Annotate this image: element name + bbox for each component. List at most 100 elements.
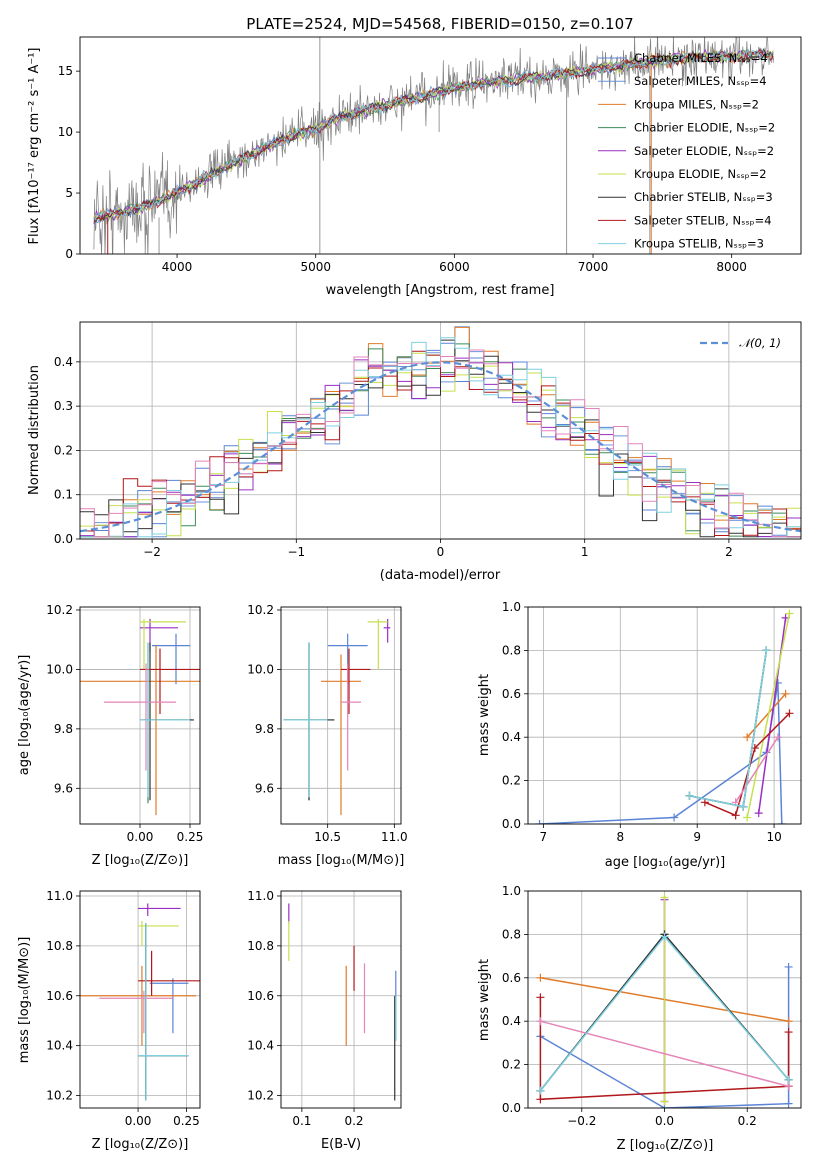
- y-tick-label: 0.4: [502, 730, 521, 744]
- model-line: [93, 48, 774, 221]
- mass-weight-line: [746, 693, 787, 738]
- mass-z-ylabel: mass [log₁₀(M/M⊙)]: [17, 937, 32, 1064]
- spectrum-title: PLATE=2524, MJD=54568, FIBERID=0150, z=0…: [246, 15, 633, 33]
- legend-label: Chabrier STELIB, Nₛₛₚ=3: [634, 190, 773, 204]
- y-tick-label: 0.6: [502, 687, 521, 701]
- y-tick-label: 10: [58, 125, 73, 139]
- mass-weight-line: [704, 712, 791, 817]
- mass-weight-marker: [773, 733, 782, 742]
- mass-weight-marker: [784, 1075, 793, 1084]
- y-tick-label: 11.0: [247, 889, 274, 903]
- mass-weight-marker: [784, 1028, 793, 1037]
- y-tick-label: 10.6: [247, 989, 274, 1003]
- mw-age-axes: 7 8 9 10 0.0 0.2 0.4 0.6 0.8 1.0: [502, 600, 802, 844]
- spectrum-axes: 4000 5000 6000 7000 8000 0 5 10 15 Chabrier MILES…: [58, 36, 802, 274]
- normal-curve: [80, 361, 801, 533]
- legend-label: Kroupa ELODIE, Nₛₛₚ=2: [634, 167, 767, 181]
- mass-weight-marker: [785, 709, 794, 718]
- y-tick-label: 0.8: [502, 643, 521, 657]
- x-tick-label: 8: [616, 830, 624, 844]
- age-mass-axes-marks: [283, 618, 391, 816]
- mass-weight-marker: [743, 813, 752, 822]
- y-tick-label: 9.6: [255, 781, 274, 795]
- y-tick-label: 0: [65, 247, 73, 261]
- y-tick-label: 10.0: [247, 662, 274, 676]
- mw-age-xlabel: age [log₁₀(age/yr)]: [605, 855, 726, 870]
- mass-weight-marker: [536, 1017, 545, 1026]
- age-z-axes-marks: [80, 618, 200, 816]
- age-z-axes: 0.00 0.25 9.6 9.8 10.0 10.2: [46, 603, 204, 844]
- y-tick-label: 5: [65, 186, 73, 200]
- y-tick-label: 0.8: [502, 927, 521, 941]
- x-tick-label: 0.25: [177, 830, 204, 844]
- age-z-ylabel: age [log₁₀(age/yr)]: [17, 655, 32, 776]
- x-tick-label: 10: [766, 830, 781, 844]
- hist-axes: −2 −1 0 1 2 0.0 0.1 0.2 0.3 0.4 𝒩(0, 1): [54, 321, 802, 559]
- x-tick-label: 6000: [439, 260, 470, 274]
- spectrum-legend: Chabrier MILES, Nₛₛₚ=4 Salpeter MILES, Nₛ…: [598, 51, 775, 251]
- mass-weight-marker: [743, 733, 752, 742]
- mass-weight-line: [746, 613, 791, 818]
- y-tick-label: 10.8: [247, 939, 274, 953]
- y-tick-label: 9.8: [255, 722, 274, 736]
- x-tick-label: 0.2: [738, 1114, 757, 1128]
- legend-label: Salpeter ELODIE, Nₛₛₚ=2: [634, 144, 774, 158]
- mw-z-xlabel: Z [log₁₀(Z/Z⊙)]: [617, 1138, 714, 1153]
- y-tick-label: 9.8: [54, 722, 73, 736]
- x-tick-label: −1: [287, 545, 305, 559]
- age-mass-axes: 10.5 11.0 9.6 9.8 10.0 10.2: [247, 603, 407, 844]
- x-tick-label: 0.0: [655, 1114, 674, 1128]
- mass-weight-marker: [660, 893, 669, 902]
- mw-age-ylabel: mass weight: [477, 674, 492, 756]
- y-tick-label: 0.4: [54, 355, 73, 369]
- age-mass-xlabel: mass [log₁₀(M/M⊙)]: [278, 853, 405, 868]
- x-tick-label: 1: [581, 545, 589, 559]
- mass-weight-line: [540, 1020, 789, 1088]
- mw-age-axes-marks: [535, 609, 794, 824]
- normal-legend-label: 𝒩(0, 1): [739, 336, 781, 350]
- axes-frame: [79, 890, 201, 1109]
- y-tick-label: 10.2: [46, 603, 73, 617]
- x-tick-label: −2: [143, 545, 161, 559]
- mass-weight-marker: [731, 811, 740, 820]
- y-tick-label: 0.1: [54, 488, 73, 502]
- mass-weight-marker: [785, 609, 794, 618]
- x-tick-label: 2: [725, 545, 733, 559]
- y-tick-label: 0.0: [54, 532, 73, 546]
- spectrum-ylabel: Flux [fλ10⁻¹⁷ erg cm⁻² s⁻¹ A⁻¹]: [27, 48, 42, 245]
- y-tick-label: 0.0: [502, 817, 521, 831]
- y-tick-label: 0.3: [54, 399, 73, 413]
- mass-weight-marker: [660, 1097, 669, 1106]
- x-tick-label: 0.00: [125, 1114, 152, 1128]
- mass-weight-marker: [536, 1095, 545, 1104]
- x-tick-label: 7: [540, 830, 548, 844]
- mass-weight-marker: [536, 973, 545, 982]
- y-tick-label: 11.0: [46, 889, 73, 903]
- x-tick-label: 11.0: [381, 830, 408, 844]
- y-tick-label: 0.2: [502, 1058, 521, 1072]
- spectrum-axes-marks: [93, 37, 774, 254]
- legend-label: Chabrier ELODIE, Nₛₛₚ=2: [634, 121, 775, 135]
- hist-axes-marks: [80, 326, 801, 538]
- x-tick-label: 0.2: [344, 1114, 363, 1128]
- mw-z-axes: −0.2 0.0 0.2 0.0 0.2 0.4 0.6 0.8 1.0: [502, 884, 802, 1128]
- y-tick-label: 0.4: [502, 1014, 521, 1028]
- model-line: [93, 48, 774, 222]
- mw-z-ylabel: mass weight: [477, 959, 492, 1041]
- y-tick-label: 10.8: [46, 939, 73, 953]
- mass-z-axes: 0.00 0.25 10.2 10.4 10.6 10.8 11.0: [46, 889, 201, 1128]
- y-tick-label: 10.2: [247, 1089, 274, 1103]
- legend-label: Chabrier MILES, Nₛₛₚ=4: [634, 51, 768, 65]
- mass-z-axes-marks: [80, 903, 200, 1101]
- mass-weight-marker: [670, 813, 679, 822]
- hist-step: [80, 349, 801, 538]
- x-tick-label: 4000: [162, 260, 193, 274]
- x-tick-label: 0: [437, 545, 445, 559]
- x-tick-label: 0.00: [127, 830, 154, 844]
- mass-weight-marker: [777, 820, 786, 824]
- mass-weight-marker: [762, 646, 771, 655]
- mass-weight-marker: [536, 1086, 545, 1095]
- mass-z-xlabel: Z [log₁₀(Z/Z⊙)]: [92, 1137, 189, 1152]
- y-tick-label: 9.6: [54, 781, 73, 795]
